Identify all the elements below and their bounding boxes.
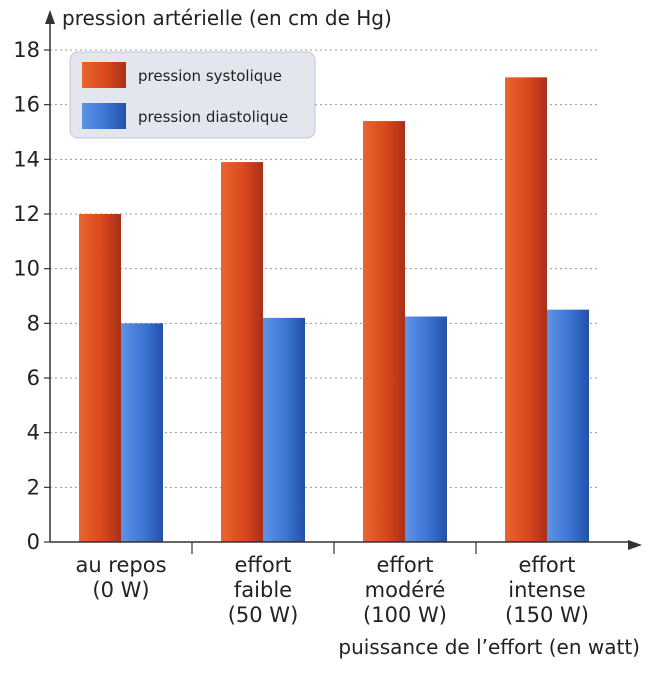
x-category-label: effort faible (50 W) xyxy=(228,553,299,627)
y-tick-label: 12 xyxy=(13,202,40,226)
y-tick-label: 10 xyxy=(13,257,40,281)
y-tick-label: 2 xyxy=(27,475,40,499)
y-axis-title: pression artérielle (en cm de Hg) xyxy=(62,6,392,30)
legend-label-systolic: pression systolique xyxy=(138,67,282,85)
bar-systolic-0 xyxy=(79,214,121,542)
x-category-label: au repos (0 W) xyxy=(75,553,166,602)
bar-systolic-1 xyxy=(221,162,263,543)
bar-diastolic-1 xyxy=(263,317,305,542)
bar-diastolic-2 xyxy=(405,316,447,542)
bar-diastolic-3 xyxy=(547,309,589,542)
legend-swatch-diastolic xyxy=(82,103,126,129)
x-category-label: effort modéré (100 W) xyxy=(363,553,447,627)
y-tick-labels: 0 2 4 6 8 10 12 14 16 18 xyxy=(13,38,50,554)
y-tick-label: 16 xyxy=(13,93,40,117)
y-tick-label: 6 xyxy=(27,366,40,390)
x-category-labels: au repos (0 W) effort faible (50 W) effort mod… xyxy=(75,542,589,627)
y-tick-label: 14 xyxy=(13,147,40,171)
bars xyxy=(79,77,589,543)
x-category-label: effort intense (150 W) xyxy=(505,553,589,627)
y-tick-label: 4 xyxy=(27,421,40,445)
bar-diastolic-0 xyxy=(121,323,163,542)
y-tick-label: 8 xyxy=(27,311,40,335)
legend-label-diastolic: pression diastolique xyxy=(138,108,288,126)
bar-systolic-2 xyxy=(363,121,405,543)
x-axis-arrow xyxy=(628,540,642,550)
y-tick-label: 18 xyxy=(13,38,40,62)
y-axis-arrow xyxy=(45,10,55,24)
legend-box xyxy=(69,51,316,139)
bar-systolic-3 xyxy=(505,77,547,542)
x-axis-title: puissance de l’effort (en watt) xyxy=(338,635,640,659)
legend: pression systolique pression diastolique xyxy=(69,51,316,139)
legend-swatch-systolic xyxy=(82,62,126,88)
y-tick-label: 0 xyxy=(27,530,40,554)
